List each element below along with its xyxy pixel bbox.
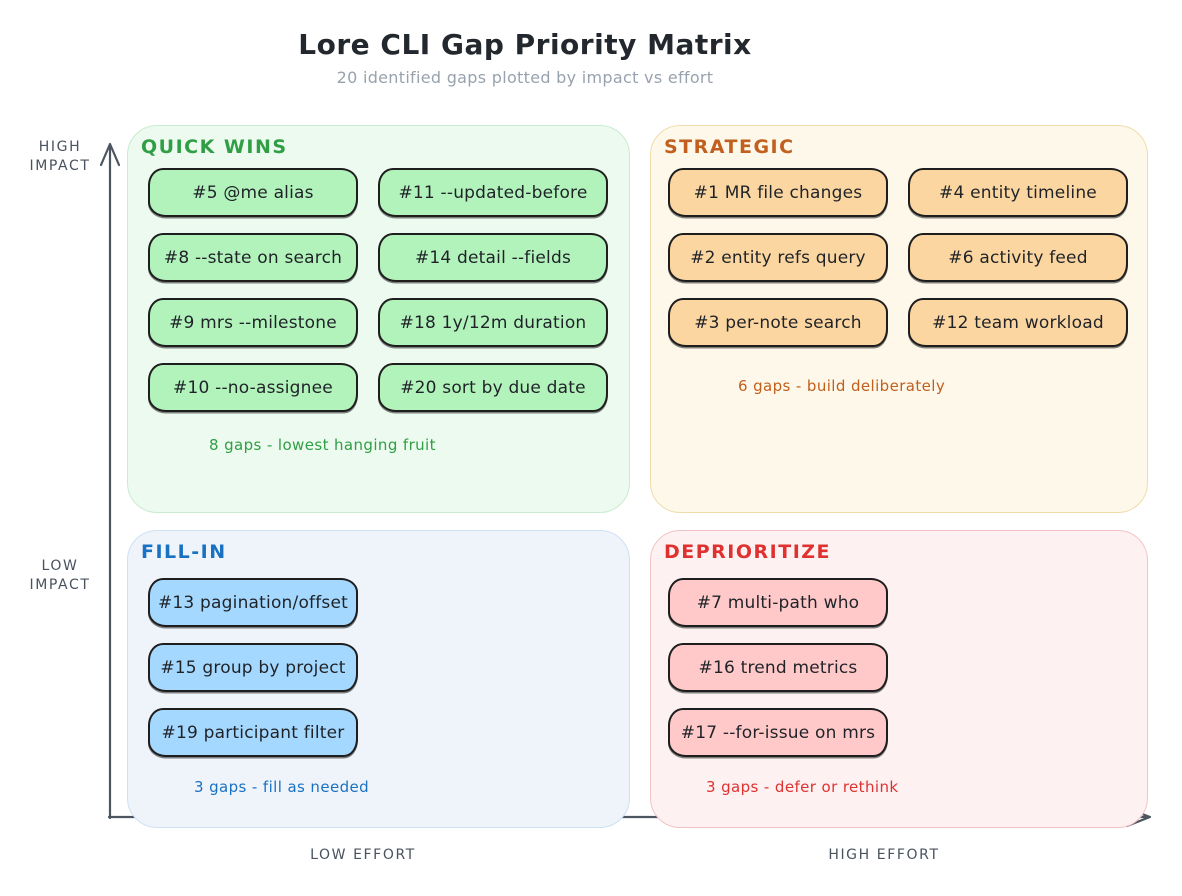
- gap-pill: #19 participant filter: [148, 708, 358, 757]
- gap-pill: #8 --state on search: [148, 233, 358, 282]
- gap-pill: #3 per-note search: [668, 298, 888, 347]
- strategic-pill-grid: #1 MR file changes #4 entity timeline #2…: [668, 168, 1128, 347]
- quadrant-fill-in: FILL-IN #13 pagination/offset #15 group …: [127, 530, 630, 828]
- fill-in-pill-grid: #13 pagination/offset #15 group by proje…: [148, 578, 358, 757]
- header: Lore CLI Gap Priority Matrix 20 identifi…: [0, 28, 1050, 87]
- quadrant-caption-fill-in: 3 gaps - fill as needed: [194, 778, 370, 796]
- gap-pill: #16 trend metrics: [668, 643, 888, 692]
- page-subtitle: 20 identified gaps plotted by impact vs …: [336, 68, 714, 87]
- gap-pill: #10 --no-assignee: [148, 363, 358, 412]
- gap-pill: #7 multi-path who: [668, 578, 888, 627]
- quadrant-title-fill-in: FILL-IN: [141, 541, 227, 563]
- axis-label-high-effort: HIGH EFFORT: [828, 847, 940, 863]
- page-title: Lore CLI Gap Priority Matrix: [298, 28, 752, 61]
- quadrant-caption-strategic: 6 gaps - build deliberately: [738, 377, 946, 395]
- axis-label-high-impact: HIGH IMPACT: [29, 139, 91, 174]
- gap-pill: #11 --updated-before: [378, 168, 608, 217]
- gap-pill: #14 detail --fields: [378, 233, 608, 282]
- gap-pill: #13 pagination/offset: [148, 578, 358, 627]
- gap-pill: #1 MR file changes: [668, 168, 888, 217]
- gap-pill: #2 entity refs query: [668, 233, 888, 282]
- quick-wins-pill-grid: #5 @me alias #11 --updated-before #8 --s…: [148, 168, 608, 412]
- gap-pill: #9 mrs --milestone: [148, 298, 358, 347]
- gap-pill: #17 --for-issue on mrs: [668, 708, 888, 757]
- gap-pill: #5 @me alias: [148, 168, 358, 217]
- quadrant-strategic: STRATEGIC #1 MR file changes #4 entity t…: [650, 125, 1148, 513]
- gap-pill: #12 team workload: [908, 298, 1128, 347]
- gap-pill: #15 group by project: [148, 643, 358, 692]
- quadrant-caption-deprioritize: 3 gaps - defer or rethink: [706, 778, 899, 796]
- quadrant-deprioritize: DEPRIORITIZE #7 multi-path who #16 trend…: [650, 530, 1148, 828]
- quadrant-title-quick-wins: QUICK WINS: [141, 136, 288, 158]
- quadrant-caption-quick-wins: 8 gaps - lowest hanging fruit: [209, 436, 436, 454]
- quadrant-title-deprioritize: DEPRIORITIZE: [664, 541, 832, 563]
- quadrant-quick-wins: QUICK WINS #5 @me alias #11 --updated-be…: [127, 125, 630, 513]
- gap-pill: #6 activity feed: [908, 233, 1128, 282]
- gap-pill: #20 sort by due date: [378, 363, 608, 412]
- axis-label-low-effort: LOW EFFORT: [310, 847, 416, 863]
- gap-pill: #4 entity timeline: [908, 168, 1128, 217]
- deprioritize-pill-grid: #7 multi-path who #16 trend metrics #17 …: [668, 578, 888, 757]
- axis-label-low-impact: LOW IMPACT: [29, 558, 91, 593]
- quadrant-title-strategic: STRATEGIC: [664, 136, 795, 158]
- gap-pill: #18 1y/12m duration: [378, 298, 608, 347]
